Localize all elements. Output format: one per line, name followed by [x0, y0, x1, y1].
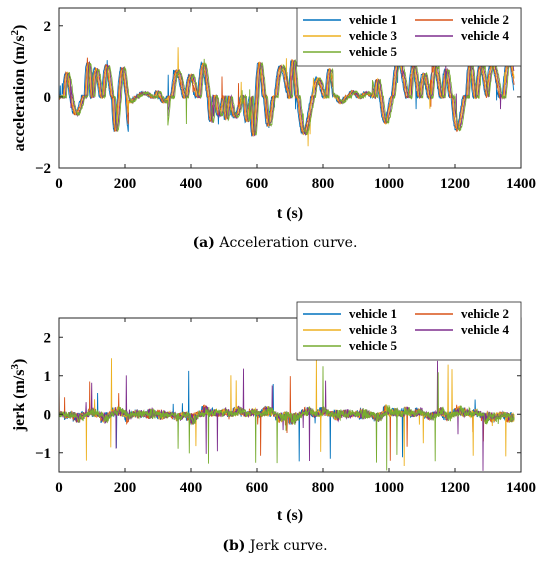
caption-a: (a) Acceleration curve. — [193, 235, 358, 251]
caption-a-text: Acceleration curve. — [215, 235, 358, 251]
x-tick-label: 200 — [114, 176, 137, 192]
y-axis-label: jerk (m/s3) — [9, 359, 28, 433]
legend-label-1: vehicle 1 — [349, 306, 397, 321]
x-tick-label: 800 — [312, 176, 335, 192]
legend-label-1: vehicle 1 — [349, 12, 397, 27]
caption-b: (b) Jerk curve. — [222, 538, 327, 554]
y-tick-label: 1 — [44, 369, 52, 385]
y-tick-label: 2 — [44, 330, 52, 346]
x-tick-label: 1000 — [374, 480, 404, 496]
series-group — [59, 42, 515, 147]
series-group — [59, 355, 515, 471]
x-axis-label: t (s) — [277, 507, 303, 524]
legend-label-5: vehicle 5 — [349, 44, 398, 59]
legend: vehicle 1 vehicle 2 vehicle 3 vehicle 4 vehi… — [296, 301, 522, 361]
y-axis-label: acceleration (m/s2) — [9, 25, 28, 152]
x-tick-label: 1400 — [506, 176, 536, 192]
series-line-4 — [59, 56, 515, 137]
x-tick-label: 400 — [180, 176, 203, 192]
series-line-5 — [59, 366, 515, 471]
y-tick-label: −1 — [35, 446, 51, 462]
x-axis-label: t (s) — [277, 205, 303, 222]
jerk-chart: 0 200 400 600 800 1000 1200 1400 −1 0 1 2 t (s) jerk … — [9, 301, 536, 524]
series-line-5 — [59, 42, 515, 136]
x-tick-label: 200 — [114, 480, 137, 496]
legend: vehicle 1 vehicle 2 vehicle 3 vehicle 4 vehi… — [296, 7, 522, 67]
caption-a-tag: (a) — [193, 235, 215, 251]
axes-frame — [58, 317, 522, 473]
legend-label-2: vehicle 2 — [461, 12, 509, 27]
x-tick-label: 1000 — [374, 176, 404, 192]
y-tick-label: 0 — [44, 90, 52, 106]
legend-label-4: vehicle 4 — [461, 322, 510, 337]
legend-label-3: vehicle 3 — [349, 28, 398, 43]
caption-b-tag: (b) — [222, 538, 245, 554]
x-tick-label: 0 — [55, 480, 63, 496]
x-tick-label: 0 — [55, 176, 63, 192]
x-tick-label: 800 — [312, 480, 335, 496]
x-tick-label: 1400 — [506, 480, 536, 496]
legend-box — [296, 7, 522, 67]
y-tick-label: 2 — [44, 19, 52, 35]
legend-label-2: vehicle 2 — [461, 306, 509, 321]
y-tick-label: −2 — [35, 161, 51, 177]
x-tick-label: 1200 — [440, 480, 470, 496]
caption-b-text: Jerk curve. — [245, 538, 327, 554]
x-tick-label: 1200 — [440, 176, 470, 192]
legend-label-3: vehicle 3 — [349, 322, 398, 337]
x-tick-label: 600 — [246, 176, 269, 192]
axes-frame — [58, 7, 522, 169]
legend-box — [296, 301, 522, 361]
series-line-3 — [59, 47, 515, 147]
x-tick-label: 600 — [246, 480, 269, 496]
y-tick-label: 0 — [44, 407, 52, 423]
legend-label-4: vehicle 4 — [461, 28, 510, 43]
x-tick-label: 400 — [180, 480, 203, 496]
legend-label-5: vehicle 5 — [349, 338, 398, 353]
